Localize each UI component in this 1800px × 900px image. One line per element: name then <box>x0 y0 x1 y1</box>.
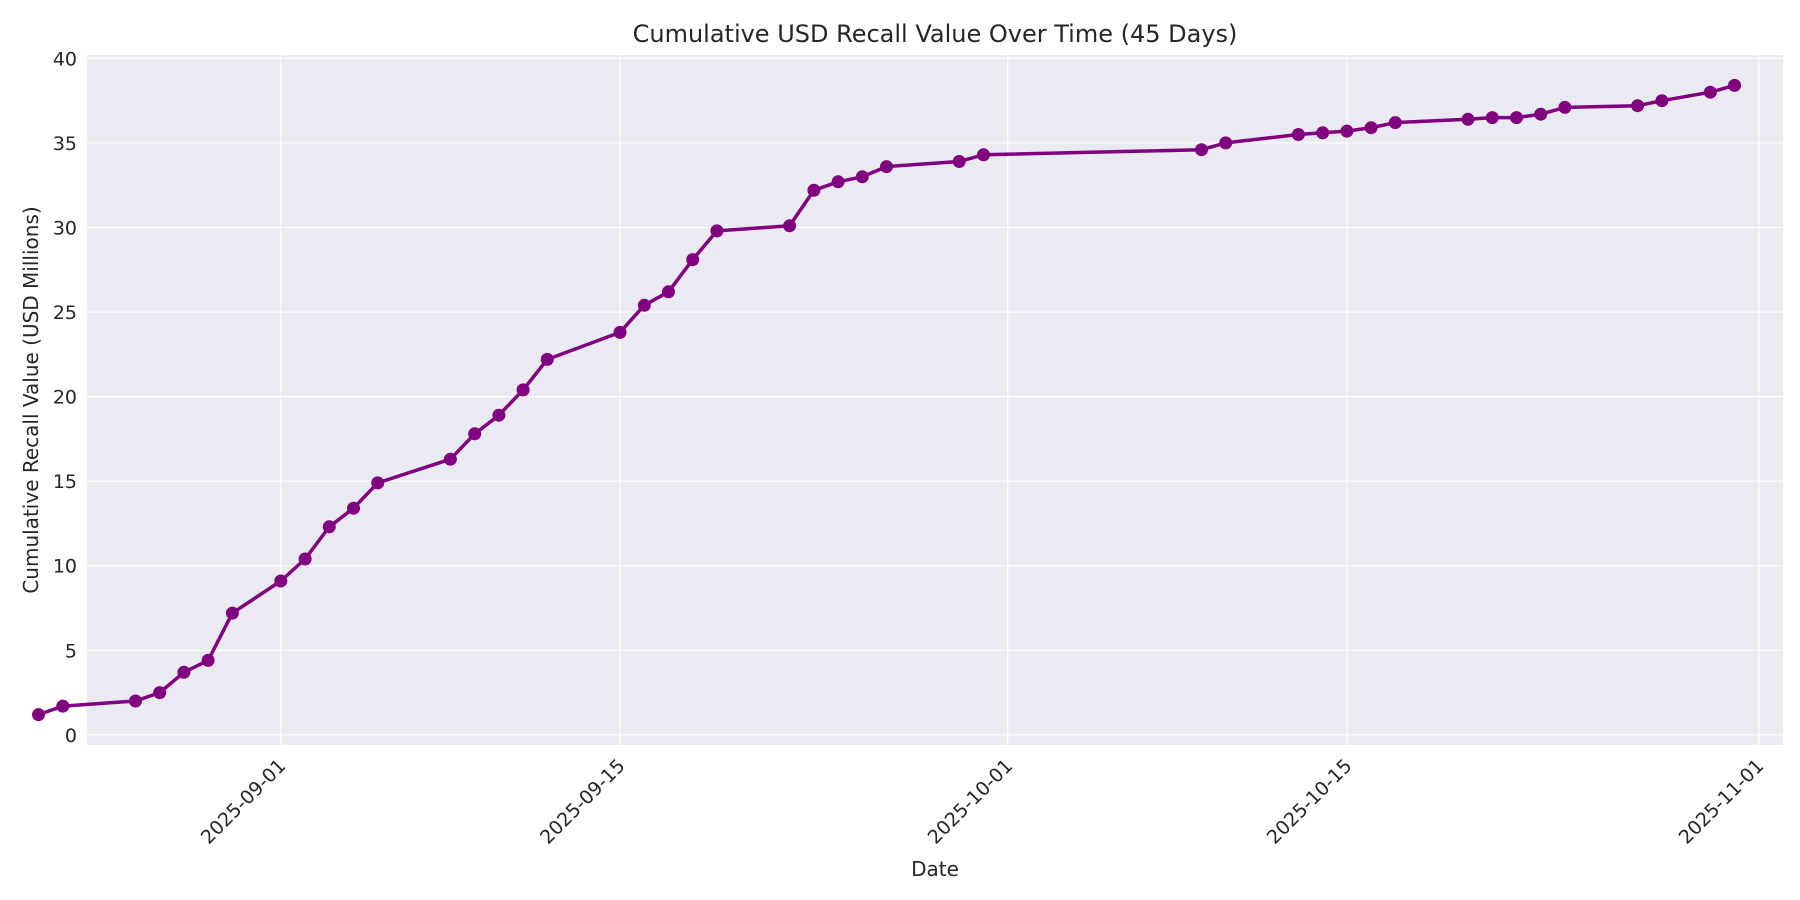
data-point <box>56 699 70 713</box>
data-point <box>1340 124 1354 138</box>
data-point <box>613 325 627 339</box>
data-point <box>1558 100 1572 114</box>
data-point <box>443 452 457 466</box>
data-point <box>32 708 45 722</box>
data-point <box>662 285 675 299</box>
data-point <box>129 694 142 708</box>
y-tick-label: 25 <box>53 302 77 324</box>
data-point <box>710 224 724 238</box>
data-point <box>1461 112 1475 126</box>
x-tick-label: 2025-09-15 <box>536 755 630 849</box>
data-point <box>686 253 700 267</box>
x-tick-label: 2025-11-01 <box>1675 755 1769 849</box>
y-tick-label: 20 <box>53 387 77 409</box>
data-point <box>1655 94 1669 108</box>
y-axis-ticks: 0 5 10 15 20 25 30 35 40 <box>53 48 77 746</box>
data-point <box>1219 136 1233 150</box>
data-point <box>225 606 239 620</box>
data-point <box>1364 121 1378 135</box>
y-tick-label: 5 <box>65 640 77 662</box>
data-point <box>880 160 893 174</box>
data-point <box>516 383 530 397</box>
data-point <box>153 686 167 700</box>
data-point <box>1534 107 1548 121</box>
data-point <box>201 653 215 667</box>
chart-title: Cumulative USD Recall Value Over Time (4… <box>633 20 1238 48</box>
data-point <box>1485 111 1499 125</box>
data-point <box>637 298 651 312</box>
data-point <box>177 665 191 679</box>
x-axis-title: Date <box>911 857 959 881</box>
grid-lines <box>87 55 1783 745</box>
data-point <box>1291 128 1305 141</box>
data-point <box>540 352 554 366</box>
data-point <box>1316 126 1330 140</box>
data-point <box>468 427 482 441</box>
x-tick-label: 2025-10-15 <box>1263 755 1357 849</box>
data-point <box>1703 85 1717 99</box>
data-point <box>322 520 336 534</box>
data-point <box>1510 111 1523 125</box>
data-point <box>1631 99 1645 113</box>
y-tick-label: 40 <box>53 48 77 70</box>
x-tick-label: 2025-09-01 <box>197 755 291 849</box>
data-point <box>855 170 869 184</box>
data-point <box>783 219 797 233</box>
x-tick-label: 2025-10-01 <box>924 755 1018 849</box>
data-points <box>32 78 1741 722</box>
x-axis-ticks: 2025-09-01 2025-09-15 2025-10-01 2025-10-15… <box>197 755 1769 849</box>
y-axis-title: Cumulative Recall Value (USD Millions) <box>19 206 43 593</box>
data-point <box>1195 143 1208 157</box>
data-point <box>1728 78 1741 92</box>
data-point <box>492 408 506 422</box>
data-point <box>274 574 288 588</box>
data-point <box>347 501 360 515</box>
data-point <box>977 148 990 162</box>
y-tick-label: 10 <box>53 556 77 578</box>
data-point <box>831 175 845 189</box>
data-point <box>1388 116 1402 130</box>
data-point <box>952 155 966 168</box>
plot-area <box>87 55 1783 745</box>
data-point <box>298 552 312 566</box>
data-point <box>807 183 821 197</box>
y-tick-label: 0 <box>65 725 77 747</box>
y-tick-label: 15 <box>53 471 77 493</box>
data-point <box>371 476 385 490</box>
y-tick-label: 35 <box>53 133 77 155</box>
y-tick-label: 30 <box>53 218 77 240</box>
